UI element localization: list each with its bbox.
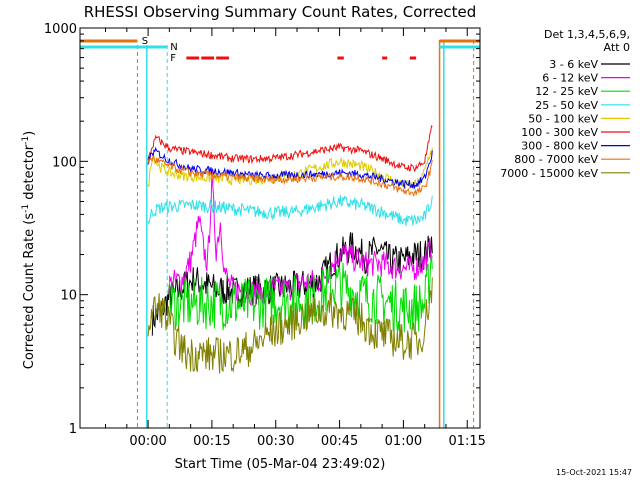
legend-label-3: 12 - 25 keV bbox=[535, 85, 598, 98]
series-line-7 bbox=[147, 146, 433, 190]
series-line-5 bbox=[147, 147, 433, 191]
series-line-9 bbox=[147, 277, 433, 374]
x-tick-label: 00:00 bbox=[129, 434, 166, 449]
x-tick-label: 00:45 bbox=[321, 434, 358, 449]
footer-date: 15-Oct-2021 15:47 bbox=[556, 468, 632, 477]
x-tick-label: 00:30 bbox=[257, 434, 294, 449]
y-axis-ticks: 1 10 100 1000 bbox=[44, 22, 480, 437]
y-tick-label: 100 bbox=[52, 155, 77, 170]
x-tick-label: 00:15 bbox=[193, 434, 230, 449]
y-axis-label: Corrected Count Rate (s-1 detector-1) bbox=[21, 131, 37, 369]
y-axis-label-mid: detector bbox=[22, 144, 37, 204]
legend-label-4: 25 - 50 keV bbox=[535, 99, 598, 112]
series-line-2 bbox=[168, 170, 433, 307]
y-axis-label-end: ) bbox=[22, 131, 37, 136]
y-axis-label-main: Corrected Count Rate (s bbox=[22, 213, 37, 370]
y-tick-label: 1000 bbox=[44, 22, 77, 37]
series-line-6 bbox=[147, 124, 433, 173]
plot-overlay: S NF bbox=[79, 27, 481, 429]
legend-label-8: 800 - 7000 keV bbox=[514, 153, 598, 166]
legend-label-2: 6 - 12 keV bbox=[542, 72, 598, 85]
x-tick-label: 01:15 bbox=[448, 434, 485, 449]
y-axis-label-sup2: -1 bbox=[21, 136, 31, 145]
series-line-4 bbox=[147, 195, 433, 226]
y-tick-label: 10 bbox=[60, 289, 77, 304]
legend-label-1: 3 - 6 keV bbox=[549, 58, 598, 71]
flag-letter-n: N bbox=[170, 42, 177, 53]
legend-label-6: 100 - 300 keV bbox=[521, 126, 598, 139]
flag-letter-f: F bbox=[170, 53, 176, 64]
legend-label-9: 7000 - 15000 keV bbox=[500, 167, 598, 180]
y-axis-label-sup1: -1 bbox=[21, 204, 31, 213]
legend-label-5: 50 - 100 keV bbox=[528, 112, 598, 125]
legend-header-line1: Det 1,3,4,5,6,9, bbox=[544, 28, 630, 41]
x-axis-ticks: 00:00 00:15 00:30 00:45 01:00 01:15 bbox=[105, 28, 486, 449]
series-line-8 bbox=[147, 154, 433, 197]
series-layer bbox=[147, 124, 433, 374]
legend-header-line2: Att 0 bbox=[604, 41, 630, 54]
legend-label-7: 300 - 800 keV bbox=[521, 140, 598, 153]
plot-underlay bbox=[136, 40, 475, 428]
plot-frame bbox=[79, 27, 481, 429]
chart-title: RHESSI Observing Summary Count Rates, Co… bbox=[84, 3, 477, 21]
x-tick-label: 01:00 bbox=[385, 434, 422, 449]
y-tick-label: 1 bbox=[69, 422, 77, 437]
flag-letter-s: S bbox=[142, 36, 148, 47]
series-line-3 bbox=[168, 254, 433, 334]
x-axis-label: Start Time (05-Mar-04 23:49:02) bbox=[175, 457, 386, 472]
